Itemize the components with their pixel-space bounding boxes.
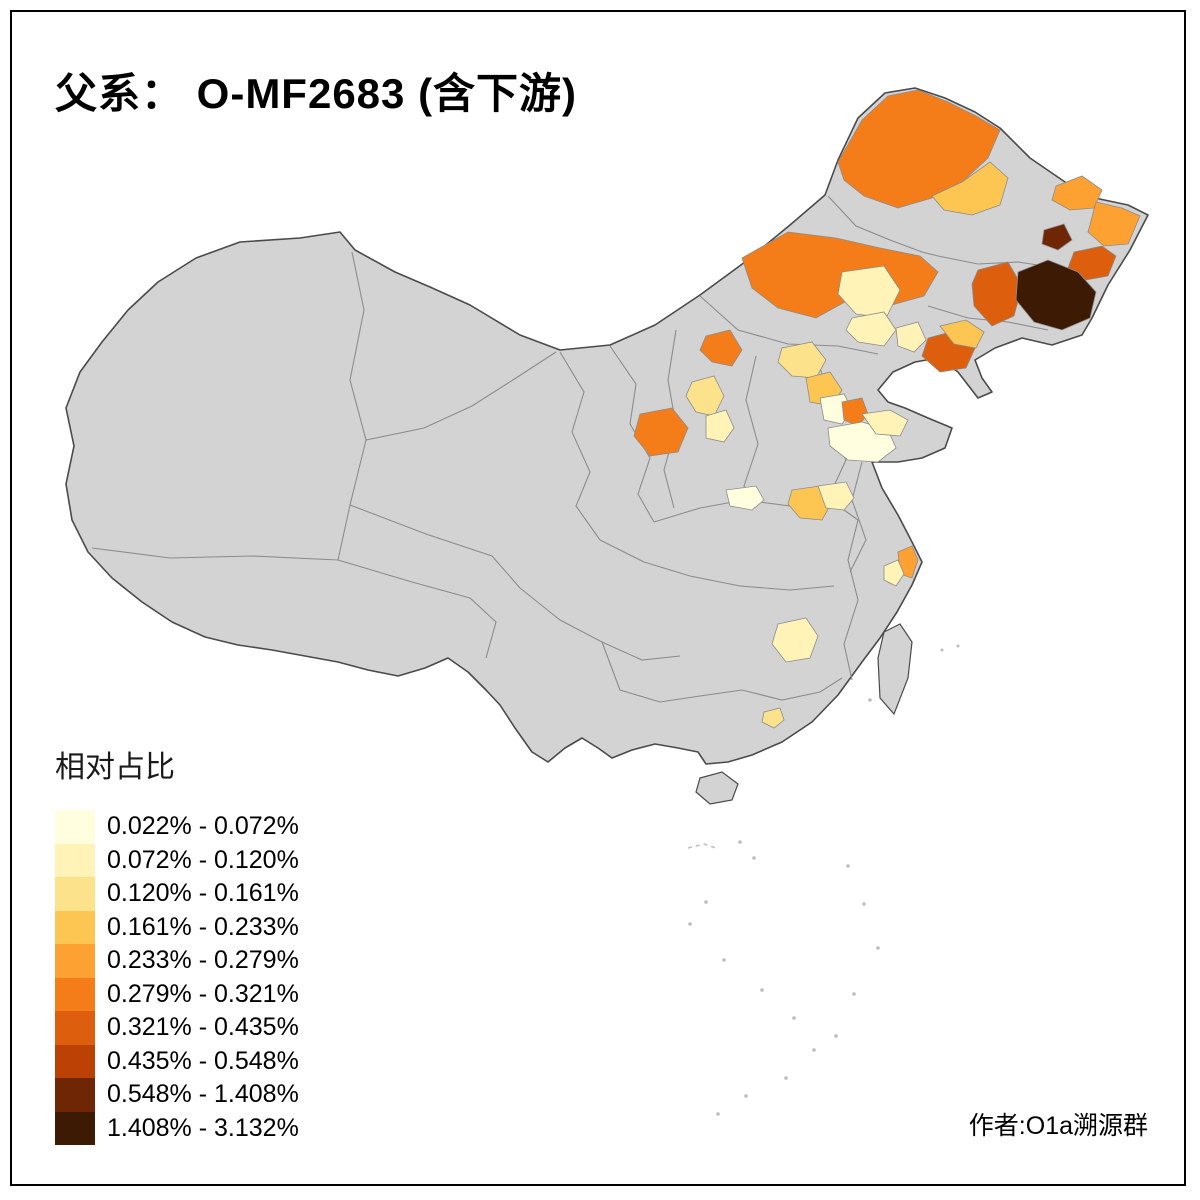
page-title: 父系： O-MF2683 (含下游): [55, 70, 578, 117]
map-region: [895, 321, 927, 353]
legend-row: 0.321% - 0.435%: [55, 1011, 299, 1045]
map-region: [633, 407, 689, 457]
map-region: [761, 707, 785, 729]
islands: [687, 623, 960, 1116]
legend-swatch: [55, 1111, 95, 1145]
legend-row: 0.072% - 0.120%: [55, 843, 299, 877]
legend-label: 1.408% - 3.132%: [107, 1113, 299, 1142]
south-china-sea-islets: [687, 644, 960, 1116]
legend-label: 0.161% - 0.233%: [107, 912, 299, 941]
legend-label: 0.022% - 0.072%: [107, 812, 299, 841]
hainan-island: [695, 771, 739, 805]
legend-row: 0.233% - 0.279%: [55, 944, 299, 978]
legend-row: 1.408% - 3.132%: [55, 1111, 299, 1145]
legend-row: 0.120% - 0.161%: [55, 877, 299, 911]
attribution: 作者:O1a溯源群: [968, 1112, 1148, 1140]
map-region: [725, 485, 765, 511]
map-region: [931, 161, 1009, 216]
legend-label: 0.321% - 0.435%: [107, 1013, 299, 1042]
legend-swatch: [55, 1078, 95, 1112]
map-region: [771, 617, 819, 663]
legend-swatch: [55, 843, 95, 877]
legend-swatch: [55, 1011, 95, 1045]
legend-row: 0.022% - 0.072%: [55, 810, 299, 844]
map-region: [971, 261, 1023, 327]
map-region: [837, 89, 1001, 209]
colored-prefectures: [633, 89, 1141, 729]
legend-label: 0.435% - 0.548%: [107, 1046, 299, 1075]
taiwan-island: [877, 623, 913, 716]
legend-swatch: [55, 877, 95, 911]
map-region: [1041, 223, 1073, 251]
legend-swatch: [55, 977, 95, 1011]
legend-label: 0.279% - 0.321%: [107, 979, 299, 1008]
legend-swatch: [55, 910, 95, 944]
legend-row: 0.435% - 0.548%: [55, 1044, 299, 1078]
legend-rows: 0.022% - 0.072% 0.072% - 0.120% 0.120% - 0…: [55, 810, 299, 1145]
legend-label: 0.120% - 0.161%: [107, 879, 299, 908]
legend-row: 0.279% - 0.321%: [55, 977, 299, 1011]
legend-swatch: [55, 810, 95, 844]
map-region: [883, 559, 905, 587]
legend-label: 0.072% - 0.120%: [107, 845, 299, 874]
map-region: [861, 409, 909, 437]
map-region: [841, 397, 869, 427]
legend-label: 0.548% - 1.408%: [107, 1080, 299, 1109]
map-region: [939, 319, 985, 349]
map-region: [705, 409, 735, 443]
map-region: [1087, 201, 1141, 247]
legend-swatch: [55, 944, 95, 978]
legend: 相对占比 0.022% - 0.072% 0.072% - 0.120% 0.120…: [55, 742, 299, 1145]
map-region: [699, 329, 743, 367]
legend-row: 0.161% - 0.233%: [55, 910, 299, 944]
map-region: [1015, 259, 1097, 331]
map-region: [845, 311, 897, 347]
legend-row: 0.548% - 1.408%: [55, 1078, 299, 1112]
map-region: [817, 481, 855, 511]
legend-title: 相对占比: [55, 751, 175, 784]
legend-label: 0.233% - 0.279%: [107, 946, 299, 975]
legend-swatch: [55, 1044, 95, 1078]
